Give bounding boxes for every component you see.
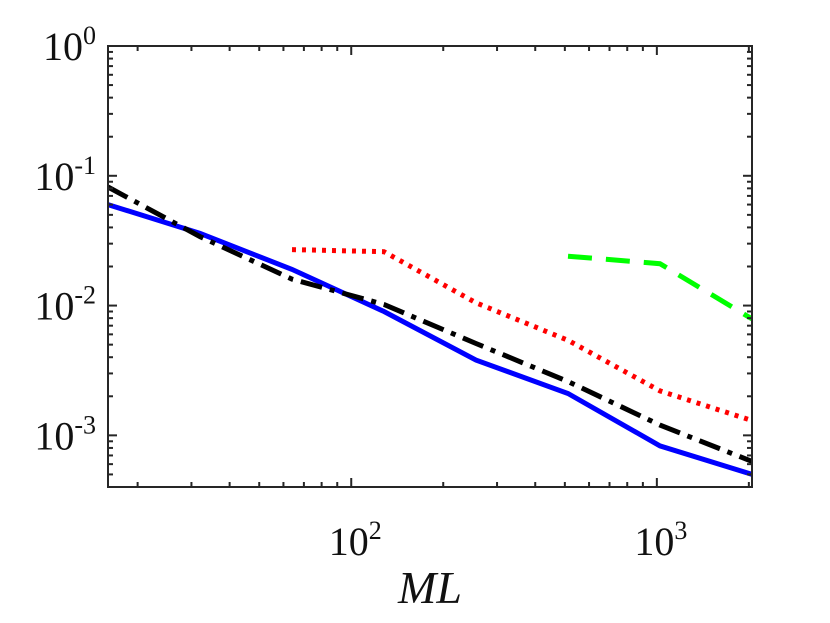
y-tick-label: 10-1 bbox=[34, 151, 96, 199]
y-tick-label: 10-2 bbox=[34, 281, 96, 329]
tick-labels: 102 103 100 10-1 10-2 10-3 bbox=[34, 21, 687, 564]
series-line-blue-solid bbox=[108, 202, 752, 477]
y-tick-label: 10-3 bbox=[34, 410, 96, 458]
y-tick-label: 100 bbox=[43, 21, 96, 69]
series-line-black-dashdot bbox=[108, 184, 752, 464]
plot-area bbox=[108, 184, 752, 477]
x-tick-label: 102 bbox=[329, 516, 382, 564]
axes-box bbox=[107, 45, 753, 488]
series-line-green-dashed bbox=[567, 253, 752, 322]
x-tick-label: 103 bbox=[634, 516, 687, 564]
x-axis-label: ML bbox=[397, 562, 462, 613]
